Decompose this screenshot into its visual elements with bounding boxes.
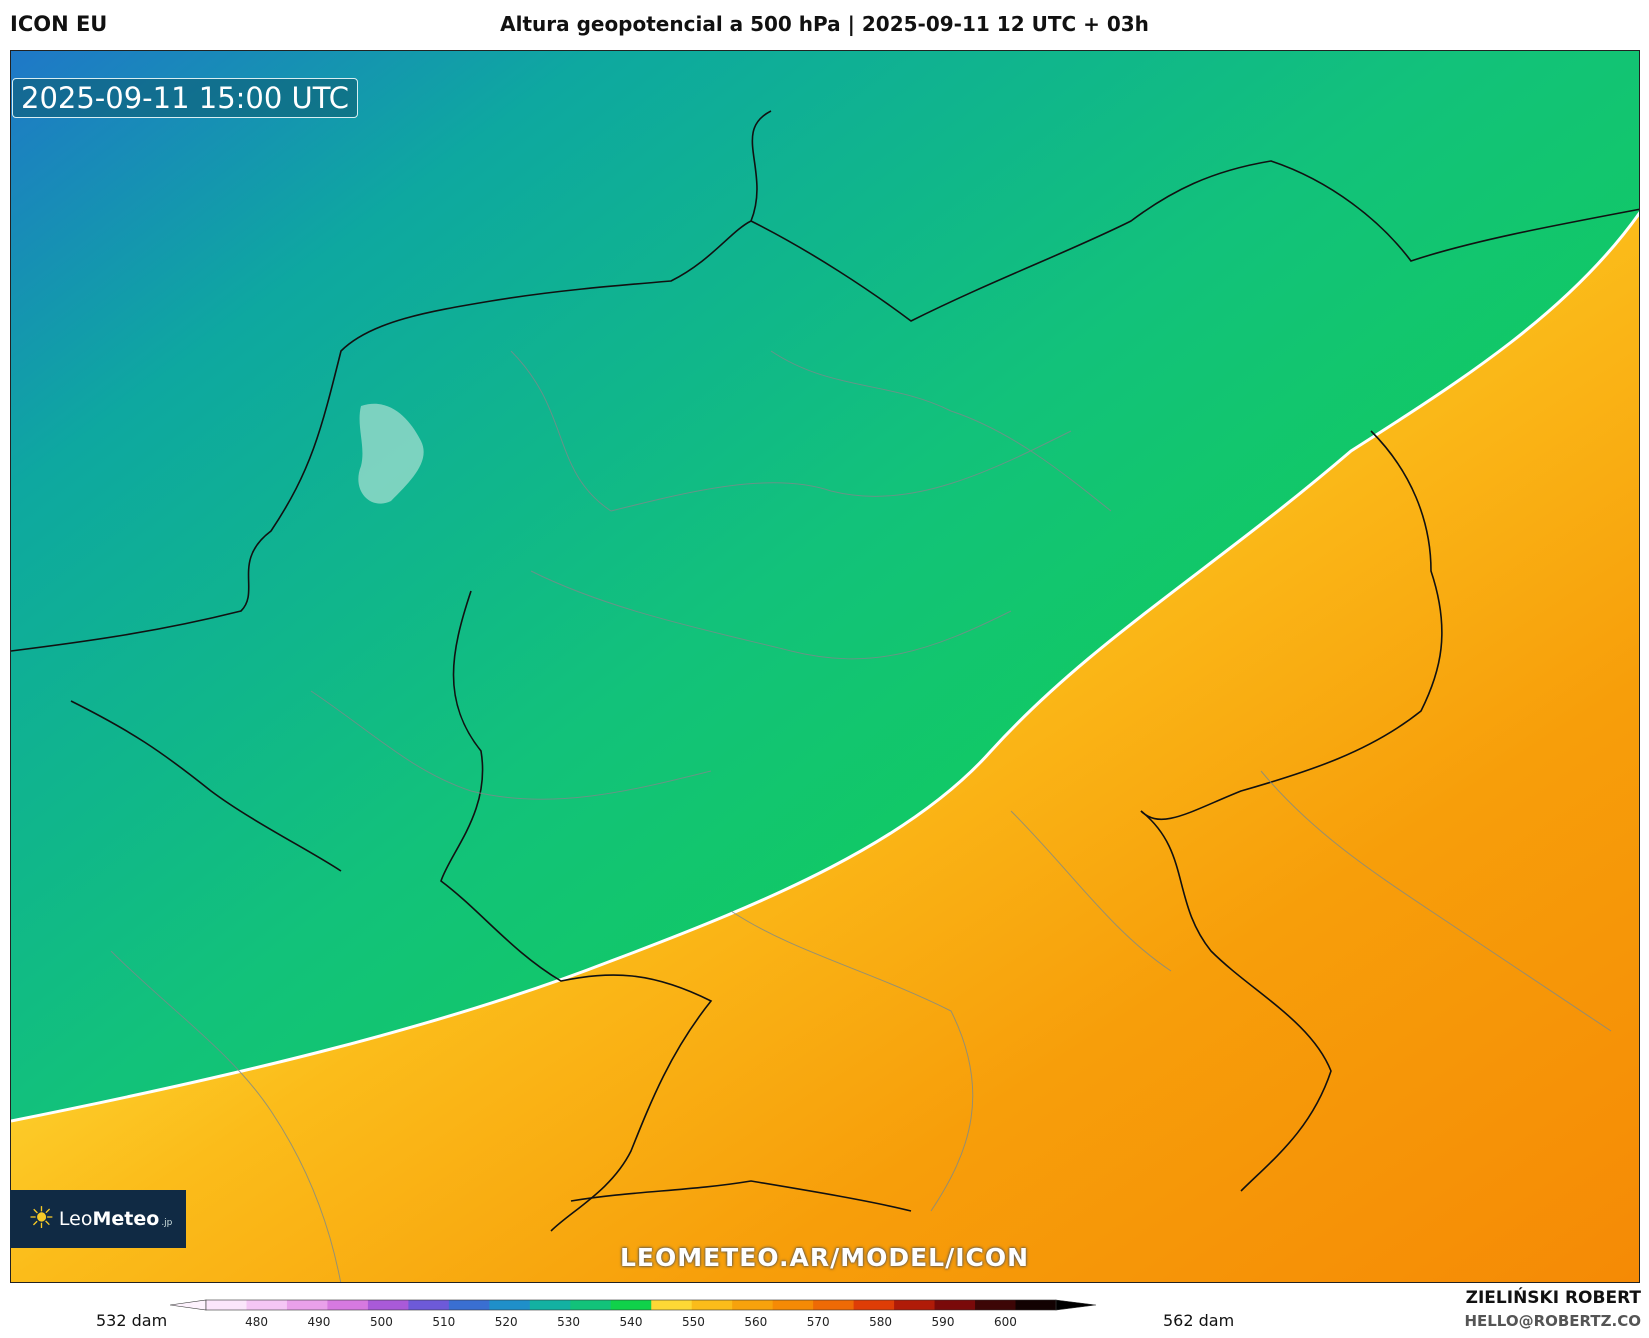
colorbar-cell (934, 1300, 976, 1310)
geopotential-contour (11, 211, 1639, 1123)
colorbar-cell (570, 1300, 612, 1310)
colorbar-tick-label: 500 (370, 1315, 393, 1329)
colorbar-tick-label: 530 (557, 1315, 580, 1329)
map-title: Altura geopotencial a 500 hPa | 2025-09-… (500, 12, 1149, 36)
logo-tld: .jp (161, 1218, 173, 1228)
geopotential-map[interactable] (10, 50, 1640, 1283)
colorbar-cell (610, 1300, 652, 1310)
author-email[interactable]: HELLO@ROBERTZ.CO (1464, 1312, 1641, 1330)
admin-borders (110, 350, 1612, 1282)
lake (358, 403, 424, 504)
colorbar-cell (894, 1300, 936, 1310)
legend-max-label: 562 dam (1163, 1311, 1235, 1330)
colorbar-frame (205, 1299, 1057, 1311)
colorbar-tick-label: 560 (744, 1315, 767, 1329)
colorbar-cell (1015, 1300, 1057, 1310)
colorbar-tick-label: 510 (432, 1315, 455, 1329)
colorbar-tick-label: 540 (620, 1315, 643, 1329)
colorbar-cell (813, 1300, 855, 1310)
colorbar-tick-label: 520 (495, 1315, 518, 1329)
leometeo-logo[interactable]: ☀ LeoMeteo .jp (10, 1190, 186, 1248)
colorbar-tick-label: 480 (245, 1315, 268, 1329)
colorbar-cell (408, 1300, 450, 1310)
map-field (11, 51, 1639, 1282)
colorbar-cell (691, 1300, 733, 1310)
colorbar-tick-label: 580 (869, 1315, 892, 1329)
colorbar-tick-label: 590 (932, 1315, 955, 1329)
warm-air-field (11, 213, 1639, 1282)
colorbar-cell (489, 1300, 531, 1310)
colorbar-tick-label: 490 (308, 1315, 331, 1329)
colorbar-min-arrow (170, 1299, 207, 1311)
colorbar-cell (732, 1300, 774, 1310)
color-scale-bar: 480 490 500 510 520 530 540 550 560 570 580 590 600 (170, 1299, 1097, 1329)
model-url-watermark: LEOMETEO.AR/MODEL/ICON (619, 1243, 1030, 1272)
colorbar-cell (286, 1300, 328, 1310)
colorbar-cell (206, 1300, 247, 1310)
colorbar-tick-label: 600 (994, 1315, 1017, 1329)
valid-time-label: 2025-09-11 15:00 UTC (12, 78, 359, 118)
colorbar-cell (367, 1300, 409, 1310)
colorbar-cell (327, 1300, 369, 1310)
colorbar-cell (529, 1300, 571, 1310)
colorbar-cell (975, 1300, 1017, 1310)
coastline (11, 110, 1639, 1232)
colorbar-cell (448, 1300, 490, 1310)
legend-min-label: 532 dam (96, 1311, 168, 1330)
colorbar-tick-label: 550 (682, 1315, 705, 1329)
sun-icon: ☀ (28, 1201, 55, 1236)
colorbar-cell (651, 1300, 693, 1310)
colorbar-tick-label: 570 (807, 1315, 830, 1329)
colorbar-cell (246, 1300, 288, 1310)
colorbar-max-arrow (1055, 1299, 1097, 1311)
colorbar-cell (853, 1300, 895, 1310)
author-name: ZIELIŃSKI ROBERT (1465, 1288, 1641, 1308)
model-name: ICON EU (10, 12, 108, 36)
logo-text: LeoMeteo (58, 1208, 160, 1230)
colorbar-cell (772, 1300, 814, 1310)
